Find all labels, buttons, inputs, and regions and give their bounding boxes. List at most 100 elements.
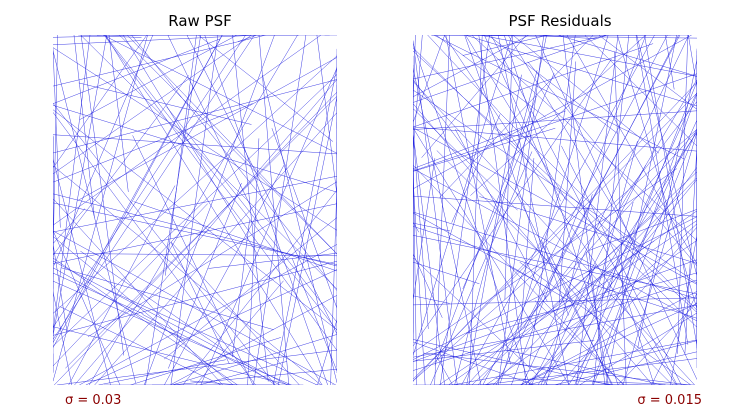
psf-residuals-line-30 <box>619 79 697 209</box>
psf-residuals-line-217 <box>413 304 697 358</box>
raw-psf-line-25 <box>166 106 337 323</box>
psf-residuals-line-89 <box>523 35 681 329</box>
psf-residuals-line-33 <box>503 35 619 385</box>
raw-psf-line-55 <box>53 35 223 343</box>
psf-residuals-line-61 <box>507 35 638 248</box>
raw-psf-line-59 <box>258 35 290 385</box>
psf-residuals-line-88 <box>527 340 697 385</box>
raw-psf-line-119 <box>104 35 337 331</box>
raw-psf-line-10 <box>316 35 337 196</box>
psf-residuals-line-115 <box>534 300 625 385</box>
raw-psf-line-136 <box>53 79 337 154</box>
psf-residuals-line-130 <box>619 274 655 385</box>
psf-residuals-line-77 <box>413 297 697 306</box>
psf-residuals-line-26 <box>440 35 490 385</box>
psf-residuals-line-100 <box>413 35 692 190</box>
psf-residuals-line-14 <box>637 59 697 349</box>
psf-residuals-line-38 <box>605 35 677 385</box>
raw-psf-line-49 <box>204 35 328 385</box>
raw-psf-line-134 <box>53 35 255 340</box>
psf-residuals-line-22 <box>433 35 685 160</box>
psf-residuals-line-211 <box>413 35 445 123</box>
psf-residuals-line-224 <box>413 110 697 130</box>
psf-residuals-line-229 <box>622 131 697 385</box>
psf-residuals-line-51 <box>498 35 545 385</box>
raw-psf-line-108 <box>262 75 337 383</box>
raw-psf-line-123 <box>53 175 337 233</box>
psf-residuals-line-43 <box>636 35 697 277</box>
psf-residuals-line-176 <box>677 35 689 354</box>
psf-residuals-line-133 <box>684 145 697 354</box>
raw-psf-line-140 <box>79 244 337 385</box>
raw-psf-line-138 <box>133 201 337 272</box>
psf-residuals-line-190 <box>651 292 697 385</box>
psf-residuals-line-136 <box>413 295 450 304</box>
psf-residuals-line-160 <box>413 82 697 382</box>
psf-residuals-line-19 <box>545 245 612 385</box>
psf-residuals-line-91 <box>413 47 697 328</box>
psf-residuals-line-174 <box>478 35 527 385</box>
raw-psf-line-73 <box>170 35 219 385</box>
psf-residuals-line-183 <box>413 110 566 169</box>
raw-psf-line-38 <box>53 35 154 38</box>
psf-residuals-line-66 <box>413 35 609 80</box>
psf-residuals-line-163 <box>528 179 697 385</box>
raw-psf-line-120 <box>195 280 284 385</box>
raw-psf-line-1 <box>53 208 86 244</box>
raw-psf-line-122 <box>56 349 337 385</box>
psf-residuals-line-215 <box>423 352 690 385</box>
psf-residuals-line-80 <box>413 129 697 382</box>
raw-psf-line-23 <box>272 66 337 385</box>
raw-psf-panel: Raw PSF σ = 0.03 <box>50 0 350 407</box>
psf-residuals-line-141 <box>566 35 697 265</box>
raw-psf-line-82 <box>54 91 337 385</box>
psf-residuals-line-156 <box>644 35 697 347</box>
psf-residuals-line-120 <box>485 240 697 385</box>
psf-residuals-line-188 <box>439 35 594 198</box>
raw-psf-line-65 <box>53 134 337 155</box>
raw-psf-line-147 <box>78 82 252 125</box>
psf-residuals-line-142 <box>541 240 569 316</box>
psf-residuals-line-106 <box>470 35 646 196</box>
raw-psf-line-126 <box>53 243 68 332</box>
raw-psf-line-106 <box>73 35 95 218</box>
psf-residuals-line-96 <box>413 259 697 362</box>
raw-psf-line-100 <box>53 230 121 385</box>
psf-residuals-line-222 <box>445 35 511 365</box>
raw-psf-line-47 <box>53 112 256 385</box>
raw-psf-line-92 <box>122 35 259 257</box>
psf-residuals-line-67 <box>495 35 679 385</box>
psf-residuals-line-53 <box>574 81 697 385</box>
raw-psf-line-84 <box>65 96 337 369</box>
psf-residuals-line-36 <box>528 35 576 367</box>
raw-psf-line-46 <box>170 241 300 385</box>
raw-psf-line-83 <box>53 55 337 314</box>
psf-residuals-line-118 <box>588 209 697 251</box>
psf-residuals-line-161 <box>582 91 697 343</box>
psf-residuals-plot <box>413 35 697 385</box>
psf-residuals-line-139 <box>438 240 655 385</box>
raw-psf-line-61 <box>105 35 323 385</box>
raw-psf-line-131 <box>291 258 337 372</box>
psf-residuals-line-216 <box>469 35 483 385</box>
raw-psf-line-40 <box>53 35 148 169</box>
raw-psf-line-19 <box>80 250 276 385</box>
raw-psf-line-144 <box>127 35 337 255</box>
raw-psf-plot <box>53 35 337 385</box>
psf-residuals-line-57 <box>413 132 445 385</box>
raw-psf-line-24 <box>53 109 337 330</box>
psf-residuals-line-228 <box>464 35 697 107</box>
psf-residuals-line-49 <box>413 261 480 285</box>
psf-residuals-line-138 <box>561 145 682 385</box>
psf-residuals-line-149 <box>585 251 609 385</box>
psf-residuals-line-148 <box>477 101 697 385</box>
raw-psf-line-67 <box>53 158 111 385</box>
raw-psf-line-137 <box>59 306 222 385</box>
raw-psf-line-32 <box>85 269 337 385</box>
psf-residuals-line-158 <box>413 43 531 385</box>
raw-psf-line-111 <box>53 280 292 385</box>
psf-residuals-line-112 <box>557 35 697 77</box>
raw-psf-line-96 <box>53 35 322 226</box>
psf-residuals-title: PSF Residuals <box>508 12 612 30</box>
psf-residuals-line-25 <box>515 191 613 385</box>
